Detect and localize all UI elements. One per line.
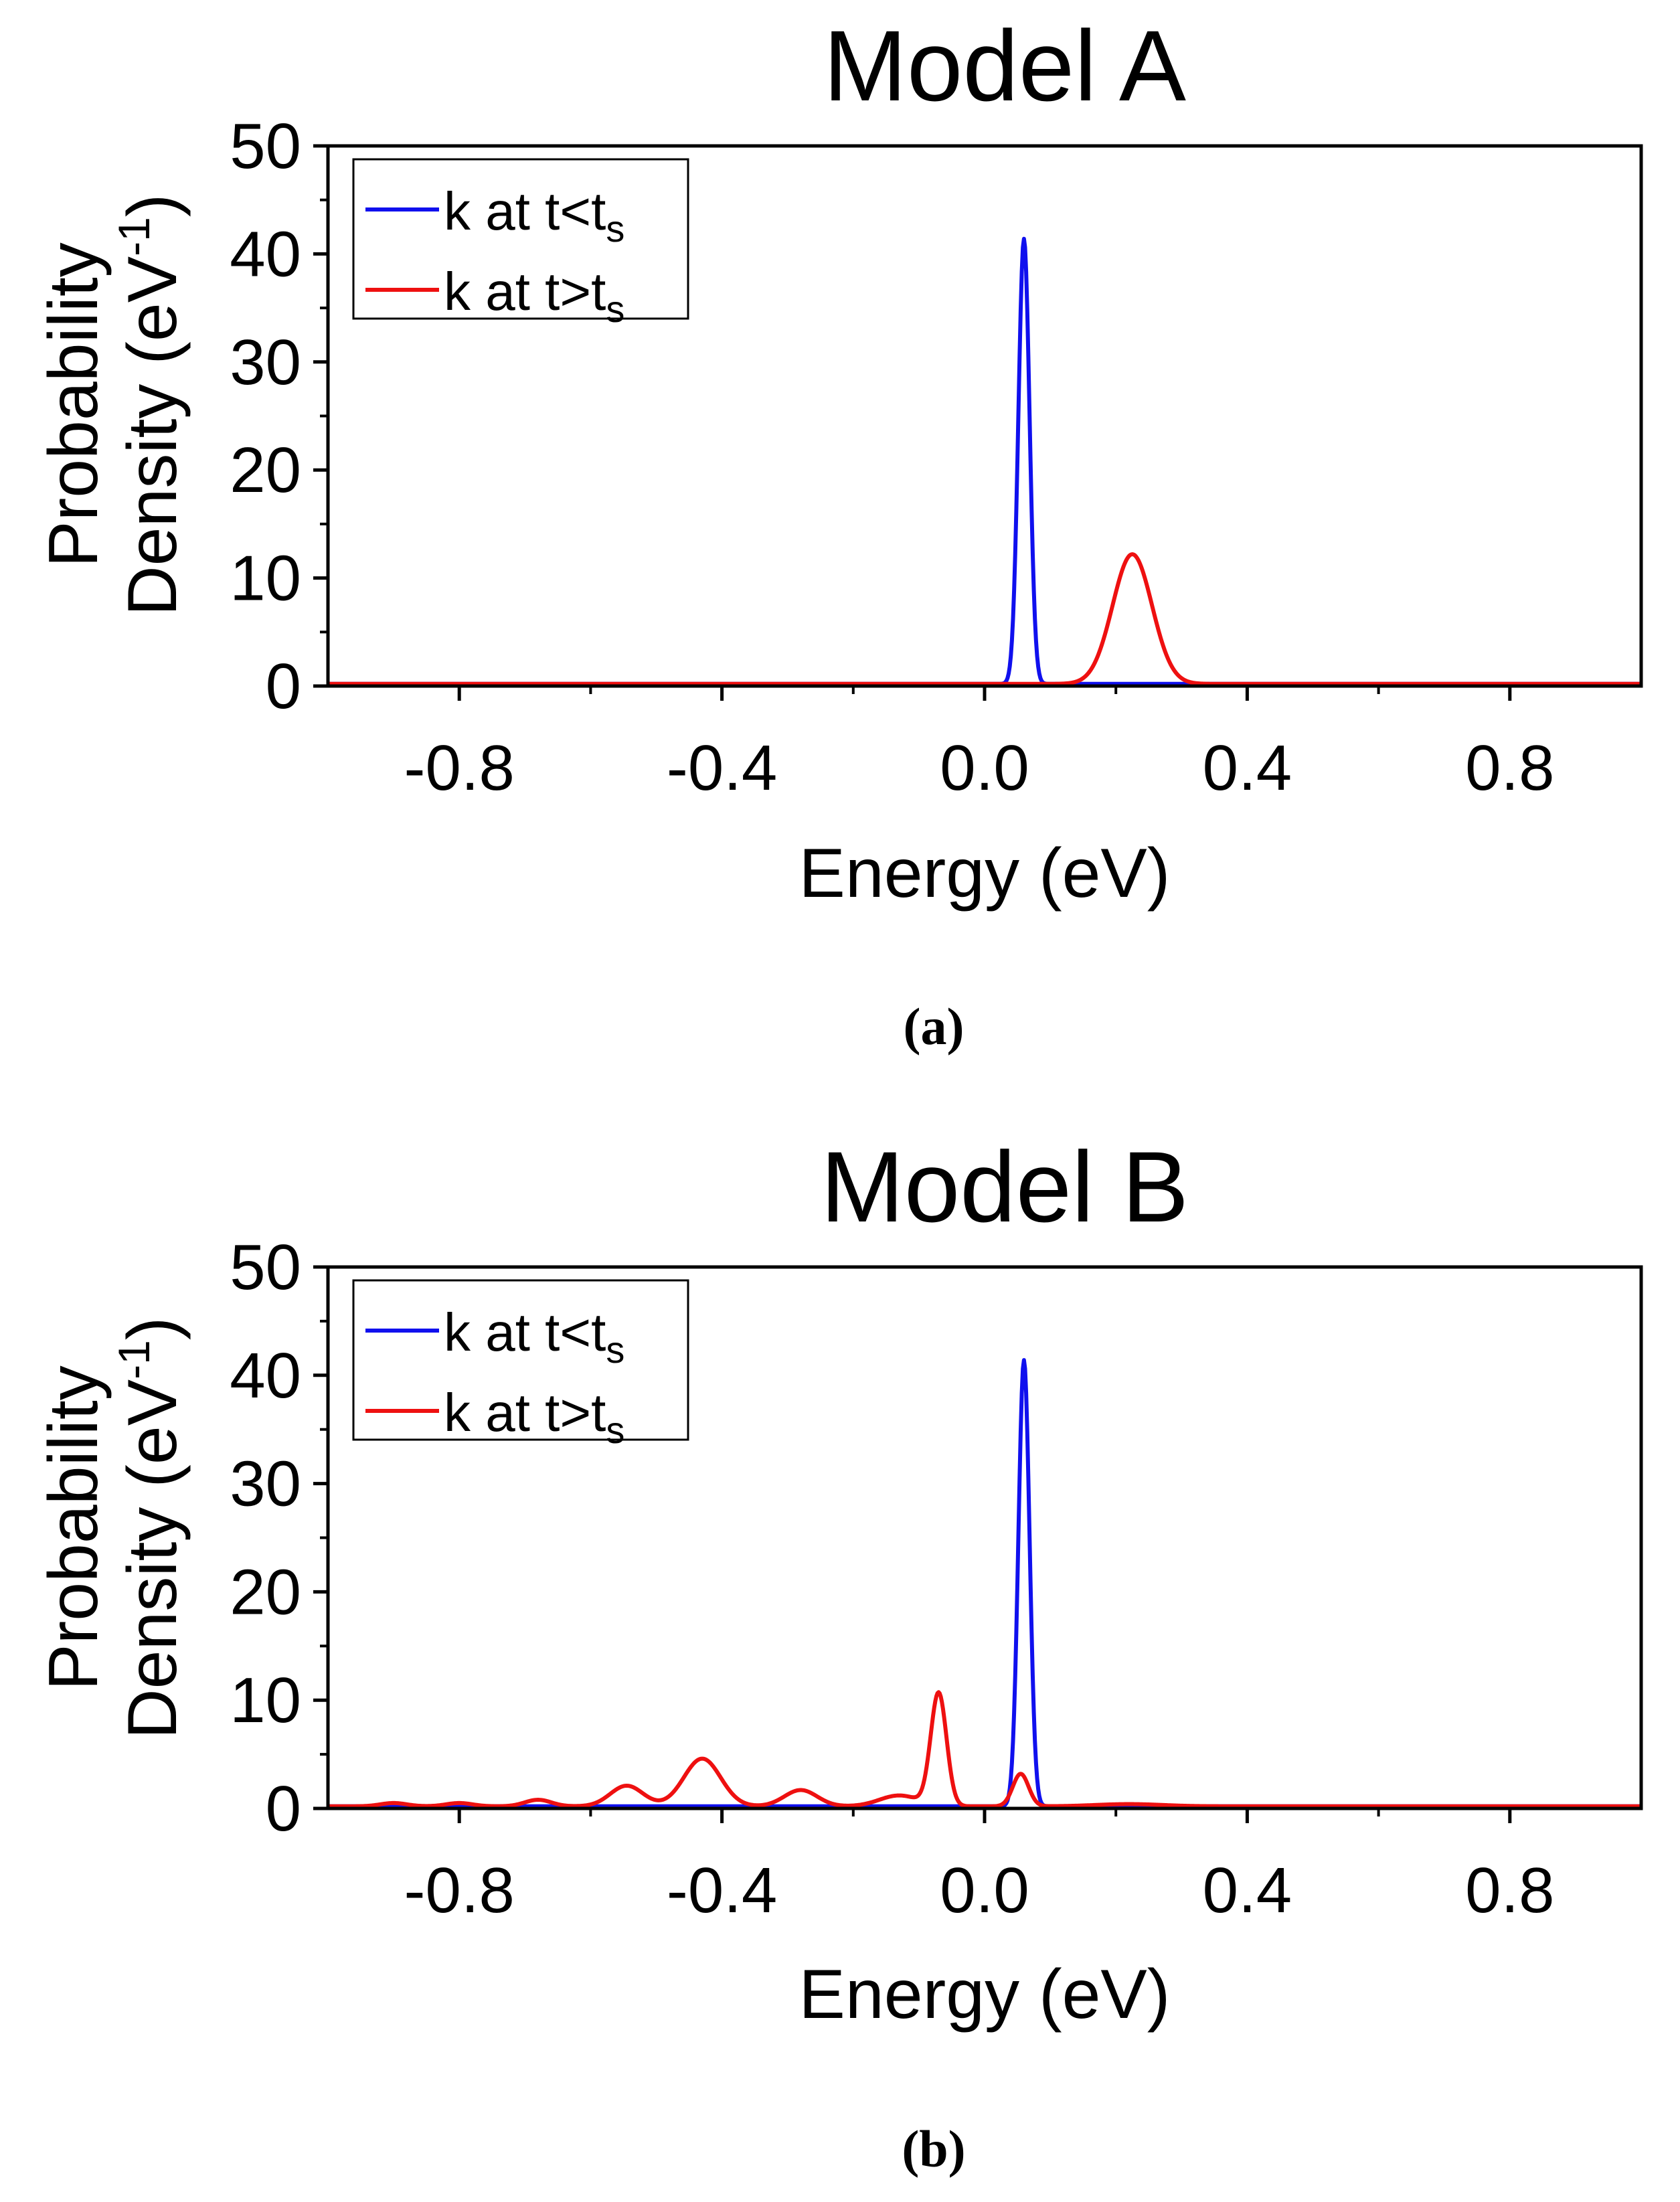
y-tick-label: 20 (230, 434, 301, 506)
x-axis-label: Energy (eV) (799, 1956, 1171, 2033)
x-tick-label: 0.0 (940, 1855, 1029, 1926)
panel-a: Model A -0.8 -0.4 0.0 0.4 0.8 0 10 20 30 40 50 Energ… (35, 9, 1643, 1055)
series-line-after-ts (327, 552, 1643, 686)
x-tick-label: 0.0 (940, 732, 1029, 804)
y-axis-label-unit: Density (eV (114, 1379, 191, 1740)
x-tick-label: -0.8 (404, 732, 514, 804)
y-axis-label-superscript: -1 (109, 217, 159, 256)
y-axis-label-superscript: -1 (109, 1340, 159, 1379)
series-line-after-ts (327, 1690, 1643, 1808)
panel-label: (a) (904, 997, 964, 1055)
x-tick-label: 0.8 (1465, 732, 1554, 804)
x-tick-label: -0.4 (667, 1855, 777, 1926)
legend-label-text: k at t>t (444, 1383, 606, 1442)
legend-label-subscript: s (606, 1329, 624, 1371)
y-tick-label: 20 (230, 1556, 301, 1628)
x-axis-label: Energy (eV) (799, 835, 1171, 912)
y-axis-label-unit: Density (eV (114, 256, 191, 616)
legend-box (352, 1279, 689, 1441)
x-tick-label: 0.4 (1203, 732, 1292, 804)
x-tick-label: -0.8 (404, 1855, 514, 1926)
legend-label-subscript: s (606, 1409, 624, 1451)
chart-title: Model B (821, 1130, 1189, 1243)
y-tick-label: 0 (266, 1773, 301, 1845)
y-tick-label: 50 (230, 1232, 301, 1303)
y-axis-label-close: ) (114, 194, 191, 218)
panel-label: (b) (902, 2120, 965, 2178)
x-tick-label: -0.4 (667, 732, 777, 804)
legend-label-subscript: s (606, 288, 624, 330)
legend-label-text: k at t<t (444, 1302, 606, 1362)
legend-label-text: k at t<t (444, 181, 606, 241)
chart-title: Model A (823, 9, 1186, 122)
y-tick-label: 30 (230, 1448, 301, 1520)
legend-label-after-ts: k at t>ts (444, 262, 624, 330)
y-tick-label: 30 (230, 327, 301, 398)
y-tick-label: 40 (230, 1340, 301, 1412)
y-tick-label: 10 (230, 1665, 301, 1736)
panel-b: Model B -0.8 -0.4 0.0 0.4 0.8 0 10 20 30 40 50 Energ… (35, 1130, 1643, 2178)
legend-label-subscript: s (606, 207, 624, 250)
legend-label-before-ts: k at t<ts (444, 181, 624, 250)
y-axis-label-line2: Density (eV-1) (109, 194, 191, 616)
y-tick-label: 10 (230, 543, 301, 614)
y-tick-label: 40 (230, 218, 301, 290)
y-axis-label-line2: Density (eV-1) (109, 1317, 191, 1740)
x-tick-label: 0.4 (1203, 1855, 1292, 1926)
y-axis-label-close: ) (114, 1317, 191, 1341)
legend-label-text: k at t>t (444, 262, 606, 321)
y-axis-label-line1: Probability (35, 1365, 112, 1691)
legend-label-after-ts: k at t>ts (444, 1383, 624, 1451)
y-tick-label: 50 (230, 110, 301, 182)
legend-label-before-ts: k at t<ts (444, 1302, 624, 1371)
y-axis-label-line1: Probability (35, 242, 112, 568)
legend-box (352, 158, 689, 320)
x-tick-label: 0.8 (1465, 1855, 1554, 1926)
y-tick-label: 0 (266, 651, 301, 722)
